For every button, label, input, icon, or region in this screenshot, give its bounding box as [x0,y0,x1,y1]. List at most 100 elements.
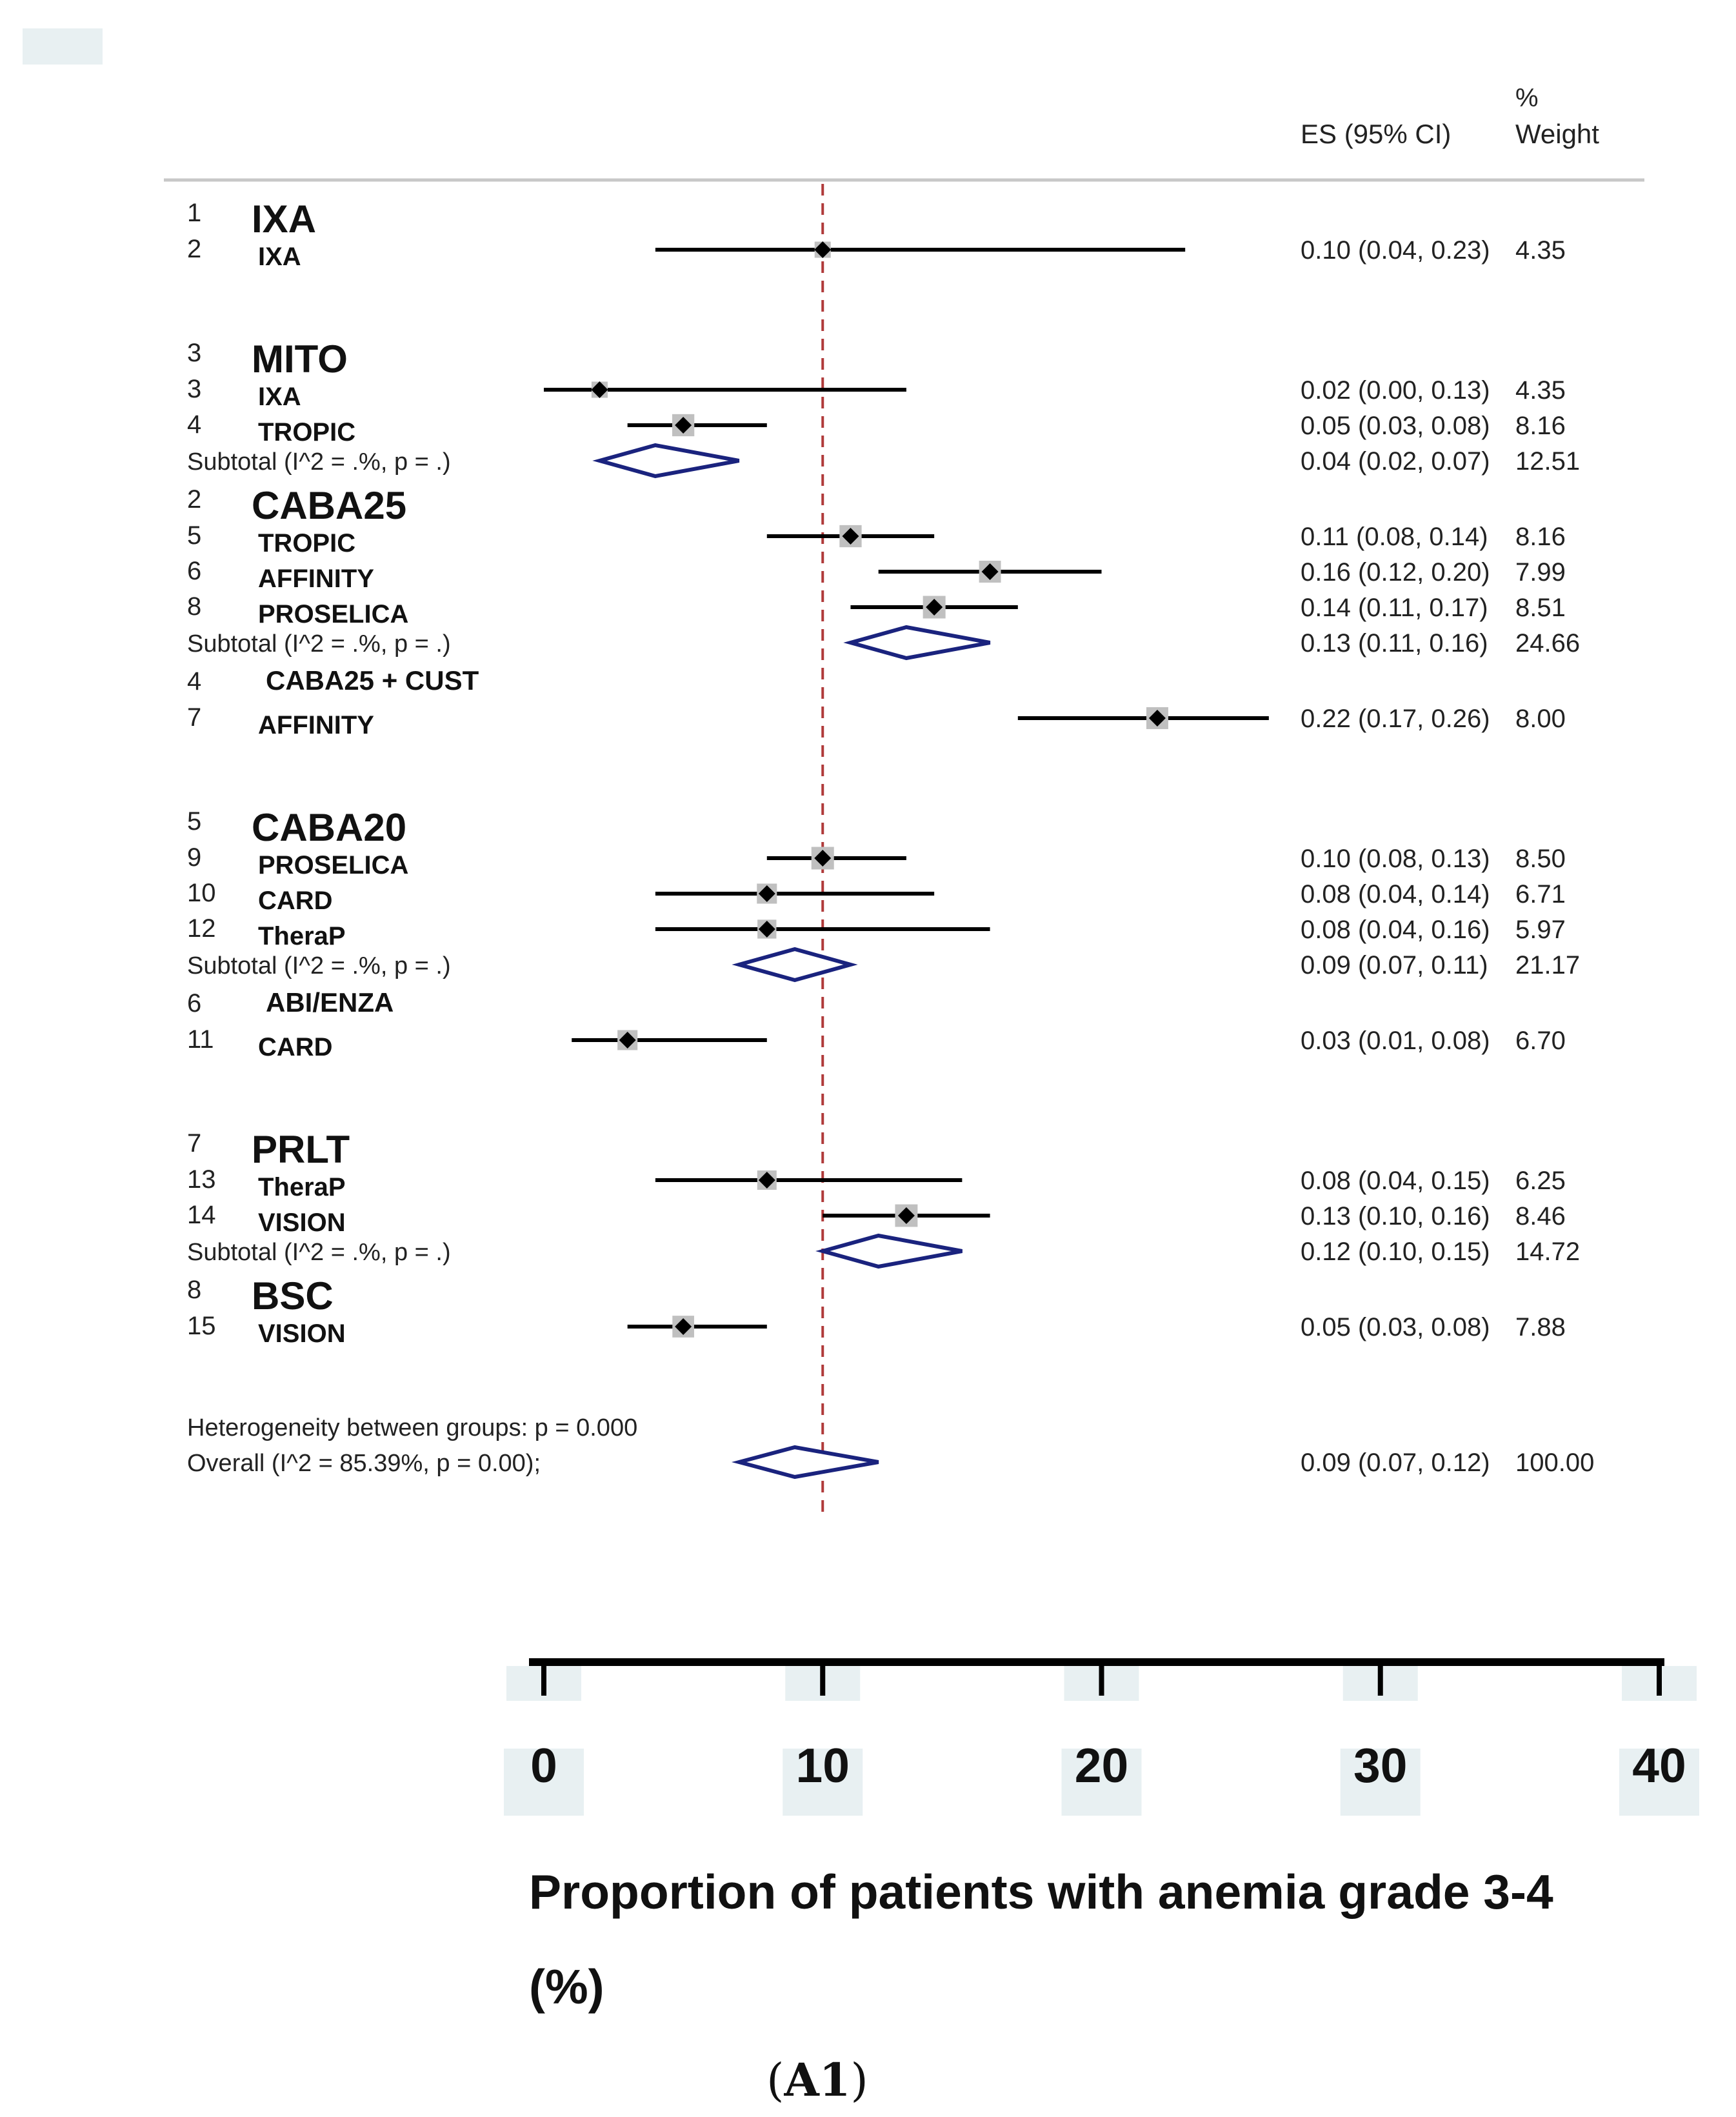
study-number: 2 [187,235,201,263]
study-label: IXA [258,383,301,411]
es-value: 0.13 (0.11, 0.16) [1301,629,1488,657]
weight-value: 8.00 [1515,705,1566,733]
overall-diamond [731,1445,879,1480]
heterogeneity-note: Heterogeneity between groups: p = 0.000 [187,1414,637,1441]
es-value: 0.08 (0.04, 0.14) [1301,880,1490,908]
study-label: PROSELICA [258,851,408,879]
point-estimate [758,885,775,902]
weight-value: 7.99 [1515,558,1566,587]
subtotal-label: Subtotal (I^2 = .%, p = .) [187,630,451,657]
study-label: IXA [258,243,301,271]
subtotal-diamond [843,625,991,661]
weight-value: 4.35 [1515,376,1566,405]
tick-label-background [1619,1749,1699,1816]
tick-label-background [1340,1749,1421,1816]
subtotal-diamond [732,947,858,983]
point-estimate [758,921,775,938]
weight-value: 7.88 [1515,1313,1566,1341]
study-label: PROSELICA [258,600,408,628]
study-label: AFFINITY [258,565,374,593]
x-tick-label: 10 [796,1738,850,1792]
study-number: 6 [187,557,201,585]
x-tick-label: 20 [1075,1738,1128,1792]
study-label: VISION [258,1319,346,1348]
study-number: 11 [187,1025,214,1054]
study-label: CARD [258,887,333,915]
tick-label-background [783,1749,863,1816]
x-axis: 0 10 20 30 40 [504,1658,1699,1816]
study-label: TheraP [258,1173,346,1201]
weight-value: 12.51 [1515,447,1580,476]
overall-label: Overall (I^2 = 85.39%, p = 0.00); [187,1450,541,1477]
weight-value: 6.71 [1515,880,1566,908]
group-number: 7 [187,1129,201,1158]
weight-value: 5.97 [1515,916,1566,944]
study-number: 13 [187,1165,216,1194]
point-estimate [926,599,943,616]
point-estimate [814,850,832,867]
group-number: 4 [187,667,201,696]
es-value: 0.10 (0.04, 0.23) [1301,236,1490,265]
study-number: 12 [187,914,216,943]
point-estimate [591,381,608,398]
weight-value: 24.66 [1515,629,1580,657]
x-tick-label: 0 [530,1738,557,1792]
study-number: 10 [187,879,216,907]
study-number: 9 [187,843,201,872]
es-value: 0.09 (0.07, 0.12) [1301,1449,1490,1477]
es-value: 0.10 (0.08, 0.13) [1301,845,1490,873]
es-header: ES (95% CI) [1301,119,1451,149]
point-estimate [1148,710,1166,727]
point-estimate [897,1207,915,1224]
weight-value: 8.16 [1515,523,1566,551]
study-label: AFFINITY [258,711,374,739]
point-estimate [814,241,832,258]
study-label: CARD [258,1033,333,1061]
group-label: PRLT [252,1128,350,1171]
point-estimate [758,1172,775,1189]
caption-close: ) [851,2054,868,2107]
study-number: 8 [187,592,201,621]
weight-value: 21.17 [1515,951,1580,979]
weight-value: 8.46 [1515,1202,1566,1230]
caption-open: ( [766,2054,784,2107]
point-estimate [675,417,692,434]
study-label: TROPIC [258,529,355,557]
subtotal-diamond [592,443,740,479]
x-tick-label: 40 [1632,1738,1686,1792]
group-label: BSC [252,1274,334,1318]
group-number: 2 [187,485,201,514]
es-value: 0.22 (0.17, 0.26) [1301,705,1490,733]
group-number: 3 [187,339,201,367]
tick-label-background [504,1749,584,1816]
x-axis-label-line2: (%) [529,1960,604,2014]
caption-bold: A1 [783,2053,850,2107]
corner-mark [23,28,103,65]
es-value: 0.14 (0.11, 0.17) [1301,594,1488,622]
es-value: 0.11 (0.08, 0.14) [1301,523,1488,551]
weight-value: 8.50 [1515,845,1566,873]
group-label: CABA20 [252,806,406,849]
subtotal-label: Subtotal (I^2 = .%, p = .) [187,1239,451,1266]
group-label: CABA25 [252,484,406,527]
es-value: 0.03 (0.01, 0.08) [1301,1027,1490,1055]
study-label: TROPIC [258,418,355,446]
subtotal-diamond [815,1233,963,1269]
study-number: 4 [187,410,201,439]
es-value: 0.16 (0.12, 0.20) [1301,558,1490,587]
weight-header-percent: % [1515,84,1539,112]
study-label: TheraP [258,922,346,950]
tick-label-background [1061,1749,1142,1816]
point-estimate [619,1032,636,1048]
group-number: 5 [187,807,201,836]
x-axis-label-line1: Proportion of patients with anemia grade… [529,1865,1553,1919]
es-value: 0.08 (0.04, 0.16) [1301,916,1490,944]
es-value: 0.05 (0.03, 0.08) [1301,1313,1490,1341]
es-value: 0.13 (0.10, 0.16) [1301,1202,1490,1230]
weight-value: 14.72 [1515,1238,1580,1266]
es-value: 0.02 (0.00, 0.13) [1301,376,1490,405]
es-value: 0.05 (0.03, 0.08) [1301,412,1490,440]
x-tick-label: 30 [1353,1738,1407,1792]
point-estimate [842,528,859,545]
